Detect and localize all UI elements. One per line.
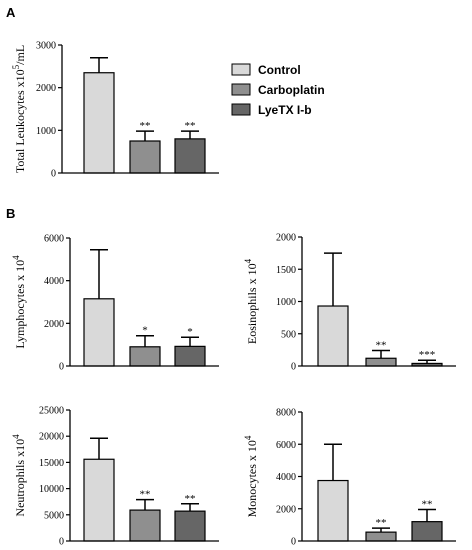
significance-label: ** [422,499,433,511]
y-tick-label: 4000 [44,276,64,287]
legend: Control Carboplatin LyeTX I-b [231,63,325,117]
legend-swatch [231,63,251,76]
panel-b-label: B [6,206,15,221]
y-tick-label: 0 [51,169,56,180]
y-tick-label: 0 [291,537,296,548]
significance-label: ** [140,120,151,132]
bar-carboplatin [129,509,161,542]
bar-control [83,72,115,174]
y-tick-label: 2000 [276,504,296,515]
y-axis-label: Eosinophils x 104 [243,258,259,344]
significance-label: * [187,326,193,338]
legend-swatch [231,83,251,96]
bar-control [83,298,115,367]
bar-lyetx-i-b [174,345,206,367]
y-tick-label: 0 [291,362,296,373]
significance-label: ** [140,489,151,501]
significance-label: ** [376,340,387,352]
y-tick-label: 20000 [39,432,64,443]
legend-label: Control [258,63,301,77]
y-axis-label: Lymphocytes x 104 [11,255,27,349]
legend-label: LyeTX I-b [258,103,312,117]
y-tick-label: 2000 [36,83,56,94]
y-tick-label: 5000 [44,510,64,521]
y-tick-label: 0 [59,362,64,373]
y-tick-label: 10000 [39,484,64,495]
bar-lyetx-i-b [174,138,206,174]
y-tick-label: 3000 [36,41,56,52]
significance-label: * [142,325,148,337]
y-tick-label: 6000 [44,234,64,245]
y-tick-label: 4000 [276,472,296,483]
y-tick-label: 1000 [36,126,56,137]
bar-carboplatin [365,531,397,542]
y-tick-label: 8000 [276,408,296,419]
bar-control [317,305,349,367]
legend-swatch [231,103,251,116]
bar-control [317,479,349,542]
bar-control [83,458,115,542]
y-axis-label: Monocytes x 104 [243,435,259,517]
bar-carboplatin [365,357,397,367]
y-axis-label: Total Leukocytes x105/mL [11,45,27,173]
legend-label: Carboplatin [258,83,325,97]
chart-neutrophils: ** ** 0 5000 10000 15000 20000 25000 Neutrophils… [11,406,219,548]
bar-carboplatin [129,346,161,367]
chart-total-leukocytes: ** ** 0 1000 2000 3000 Total Leukocytes x105/m… [11,41,219,180]
chart-lymphocytes: * * 0 2000 4000 6000 Lymphocytes x 104 [11,234,219,373]
significance-label: ** [376,517,387,529]
panel-a-label: A [6,5,16,20]
significance-label: ** [185,493,196,505]
significance-label: *** [419,349,436,361]
y-tick-label: 0 [59,537,64,548]
y-tick-label: 2000 [276,233,296,244]
y-tick-label: 1000 [276,297,296,308]
chart-monocytes: ** ** 0 2000 4000 6000 8000 Monocytes x 104 [243,408,456,548]
y-tick-label: 6000 [276,440,296,451]
y-tick-label: 25000 [39,406,64,417]
y-tick-label: 1500 [276,265,296,276]
bar-lyetx-i-b [411,521,443,542]
significance-label: ** [185,120,196,132]
y-tick-label: 15000 [39,458,64,469]
y-tick-label: 500 [281,329,296,340]
bar-lyetx-i-b [174,510,206,542]
bar-carboplatin [129,140,161,174]
y-axis-label: Neutrophils x104 [11,434,27,517]
y-tick-label: 2000 [44,319,64,330]
